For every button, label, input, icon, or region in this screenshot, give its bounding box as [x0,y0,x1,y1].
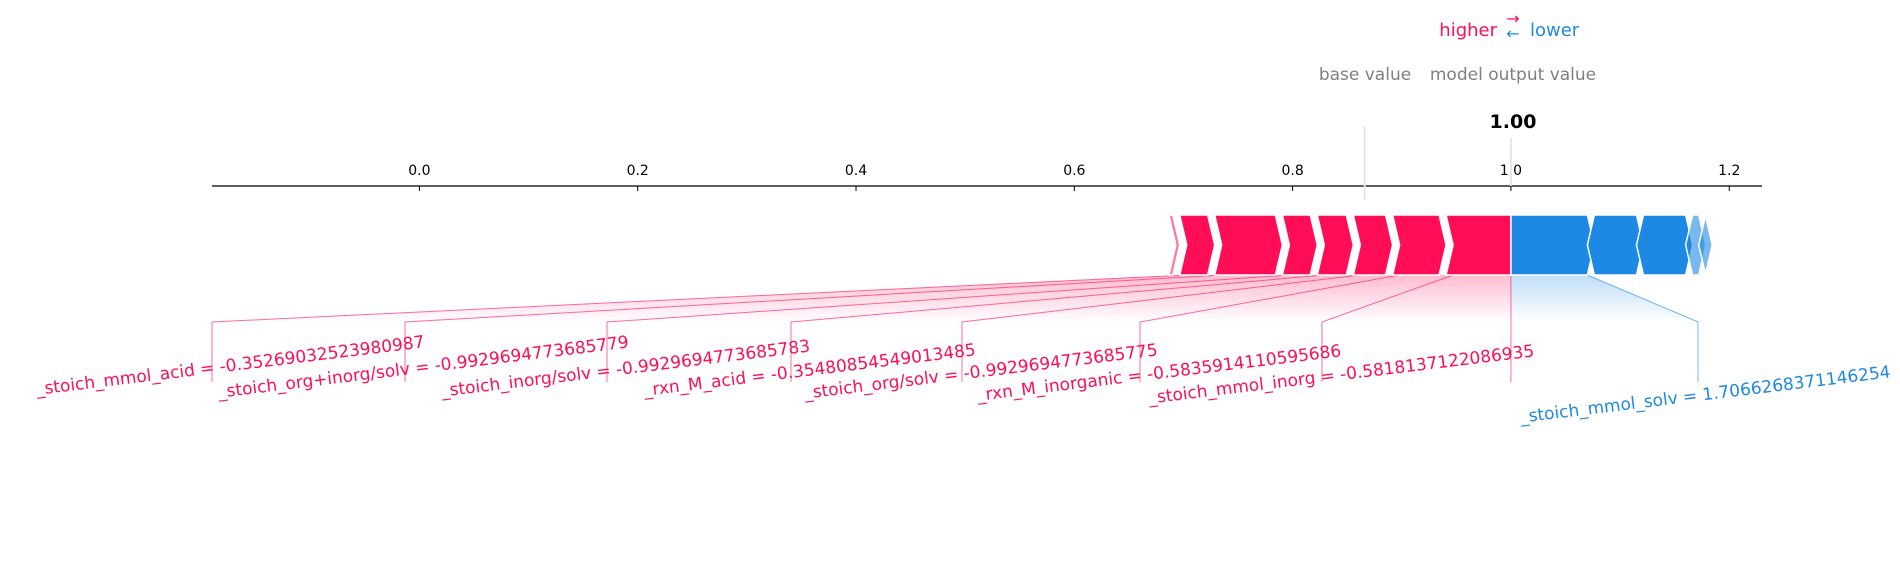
x-tick-label: 0.0 [408,163,430,179]
legend-lower-label: lower [1530,20,1580,41]
legend-higher-label: higher [1439,20,1497,41]
x-tick-label: 0.2 [627,163,649,179]
x-axis: 0.00.20.40.60.81.01.2 [212,126,1762,200]
negative-segment [1684,214,1707,276]
positive-segment [1160,214,1170,276]
x-tick-label: 1.2 [1718,163,1740,179]
positive-segment [1167,214,1181,276]
legend-lower-arrow-icon: ← [1506,24,1519,43]
force-bar [1153,214,1714,276]
positive-segment [1213,214,1284,276]
positive-segment [1445,214,1512,276]
positive-segment [1153,214,1163,276]
model-output-label: model output value [1430,65,1596,85]
negative-segment [1635,214,1694,276]
output-value: 1.00 [1490,111,1537,133]
legend-higher-arrow-icon: → [1506,9,1519,28]
positive-connector [211,274,1187,382]
base-value-label: base value [1319,65,1411,85]
feature-labels: _stoich_mmol_inorg = -0.5818137122086935… [34,332,1892,427]
positive-segment [1178,214,1216,276]
positive-segment [1352,214,1394,276]
positive-segment [1316,214,1355,276]
negative-connector [1587,274,1699,382]
x-tick-label: 0.8 [1282,163,1304,179]
negative-segment [1697,214,1714,276]
positive-fill [405,275,1290,322]
label-connectors [211,274,1699,382]
positive-fill [791,275,1361,322]
negative-fill [1510,275,1698,322]
x-tick-label: 0.6 [1063,163,1085,179]
negative-segment [1510,214,1596,276]
positive-fill [962,275,1400,322]
x-tick-label: 0.4 [845,163,867,179]
positive-fill [1322,275,1511,322]
positive-segment [1391,214,1447,276]
feature-label-negative: _stoich_mmol_solv = 1.7066268371146254 [1518,362,1892,427]
positive-fill [607,275,1325,322]
negative-segment [1586,214,1645,276]
positive-fill [1140,275,1454,322]
positive-segment [1281,214,1319,276]
